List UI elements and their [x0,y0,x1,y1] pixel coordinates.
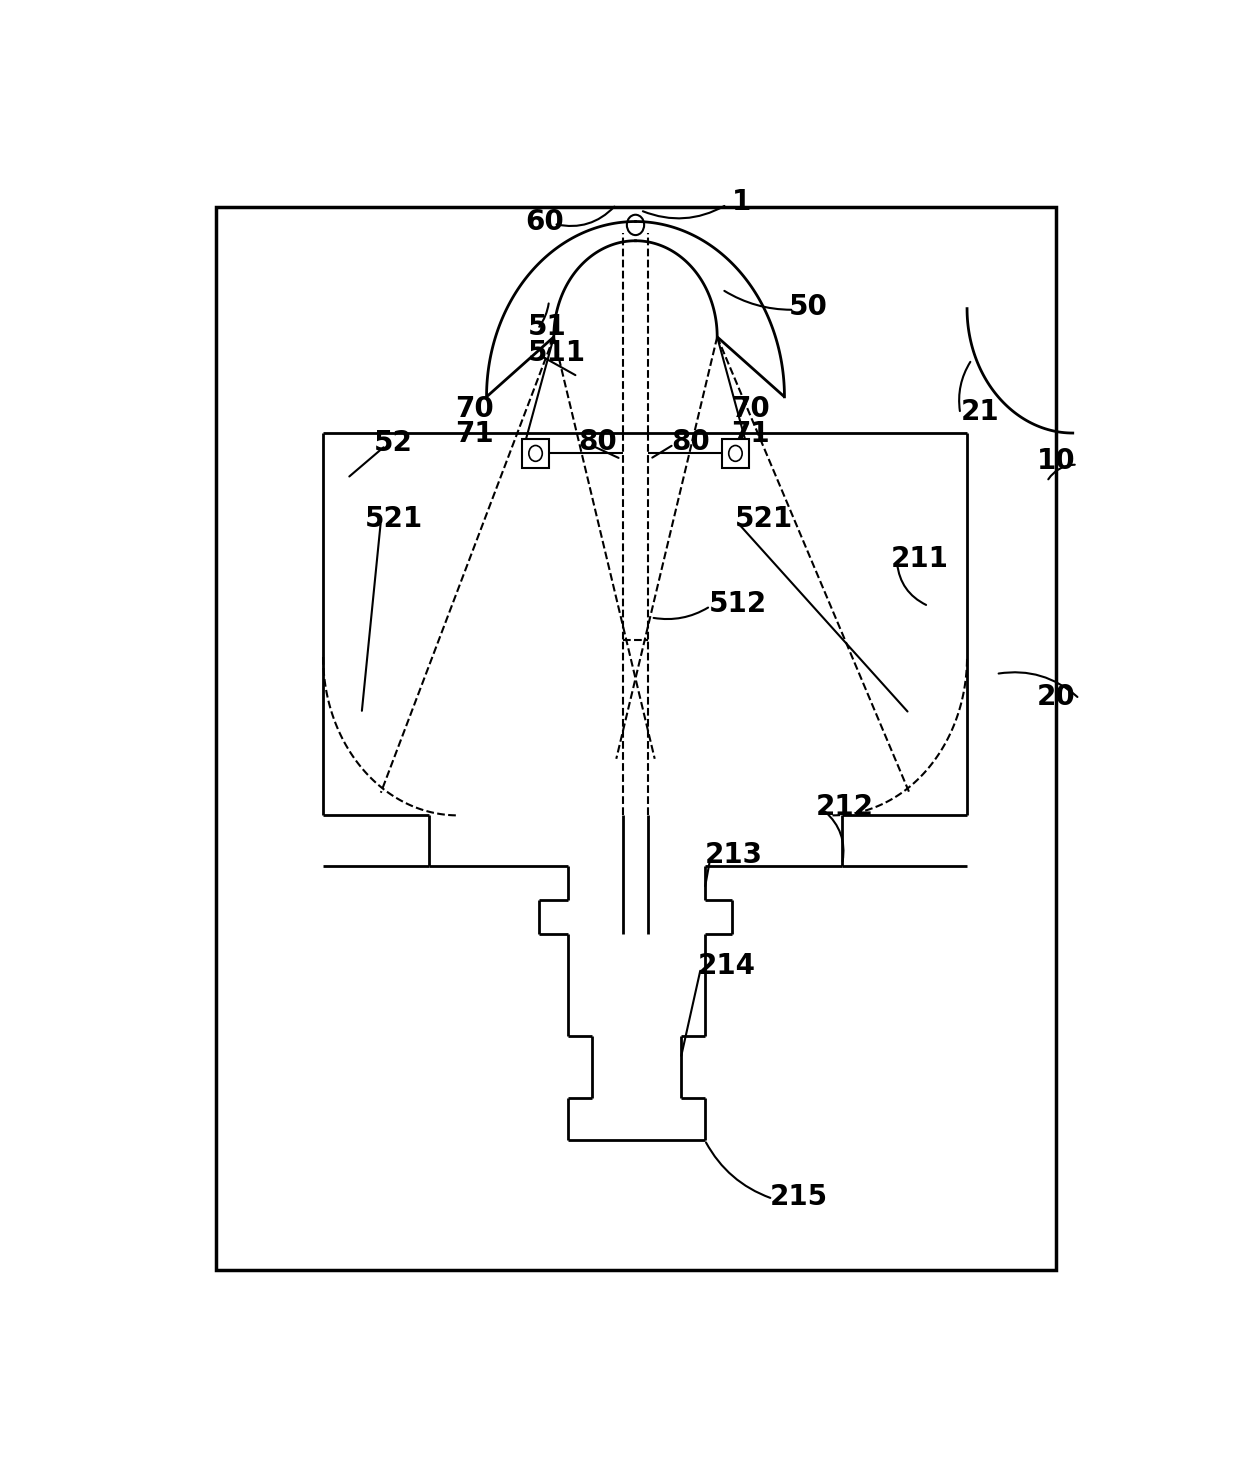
Text: 211: 211 [892,545,949,573]
Text: 214: 214 [698,952,756,980]
Text: 71: 71 [455,420,494,448]
Text: 51: 51 [528,313,567,341]
Text: 70: 70 [732,395,770,423]
Text: 21: 21 [960,398,999,426]
Text: 71: 71 [732,420,770,448]
Text: 52: 52 [374,429,413,457]
Text: 521: 521 [365,505,423,533]
Text: 215: 215 [770,1183,828,1210]
Text: 70: 70 [455,395,494,423]
Text: 521: 521 [734,505,792,533]
Text: 512: 512 [708,591,766,618]
Bar [216,207,1056,1271]
Text: 80: 80 [671,427,709,455]
Text: 50: 50 [789,294,828,322]
Text: 212: 212 [816,793,874,821]
Bar [722,439,749,467]
Text: 80: 80 [578,427,616,455]
Text: 60: 60 [525,207,564,235]
Text: 1: 1 [732,188,751,216]
Text: 511: 511 [528,339,585,367]
Text: 213: 213 [704,840,763,870]
Text: 20: 20 [1037,683,1075,711]
Bar [522,439,549,467]
Text: 10: 10 [1037,448,1075,476]
